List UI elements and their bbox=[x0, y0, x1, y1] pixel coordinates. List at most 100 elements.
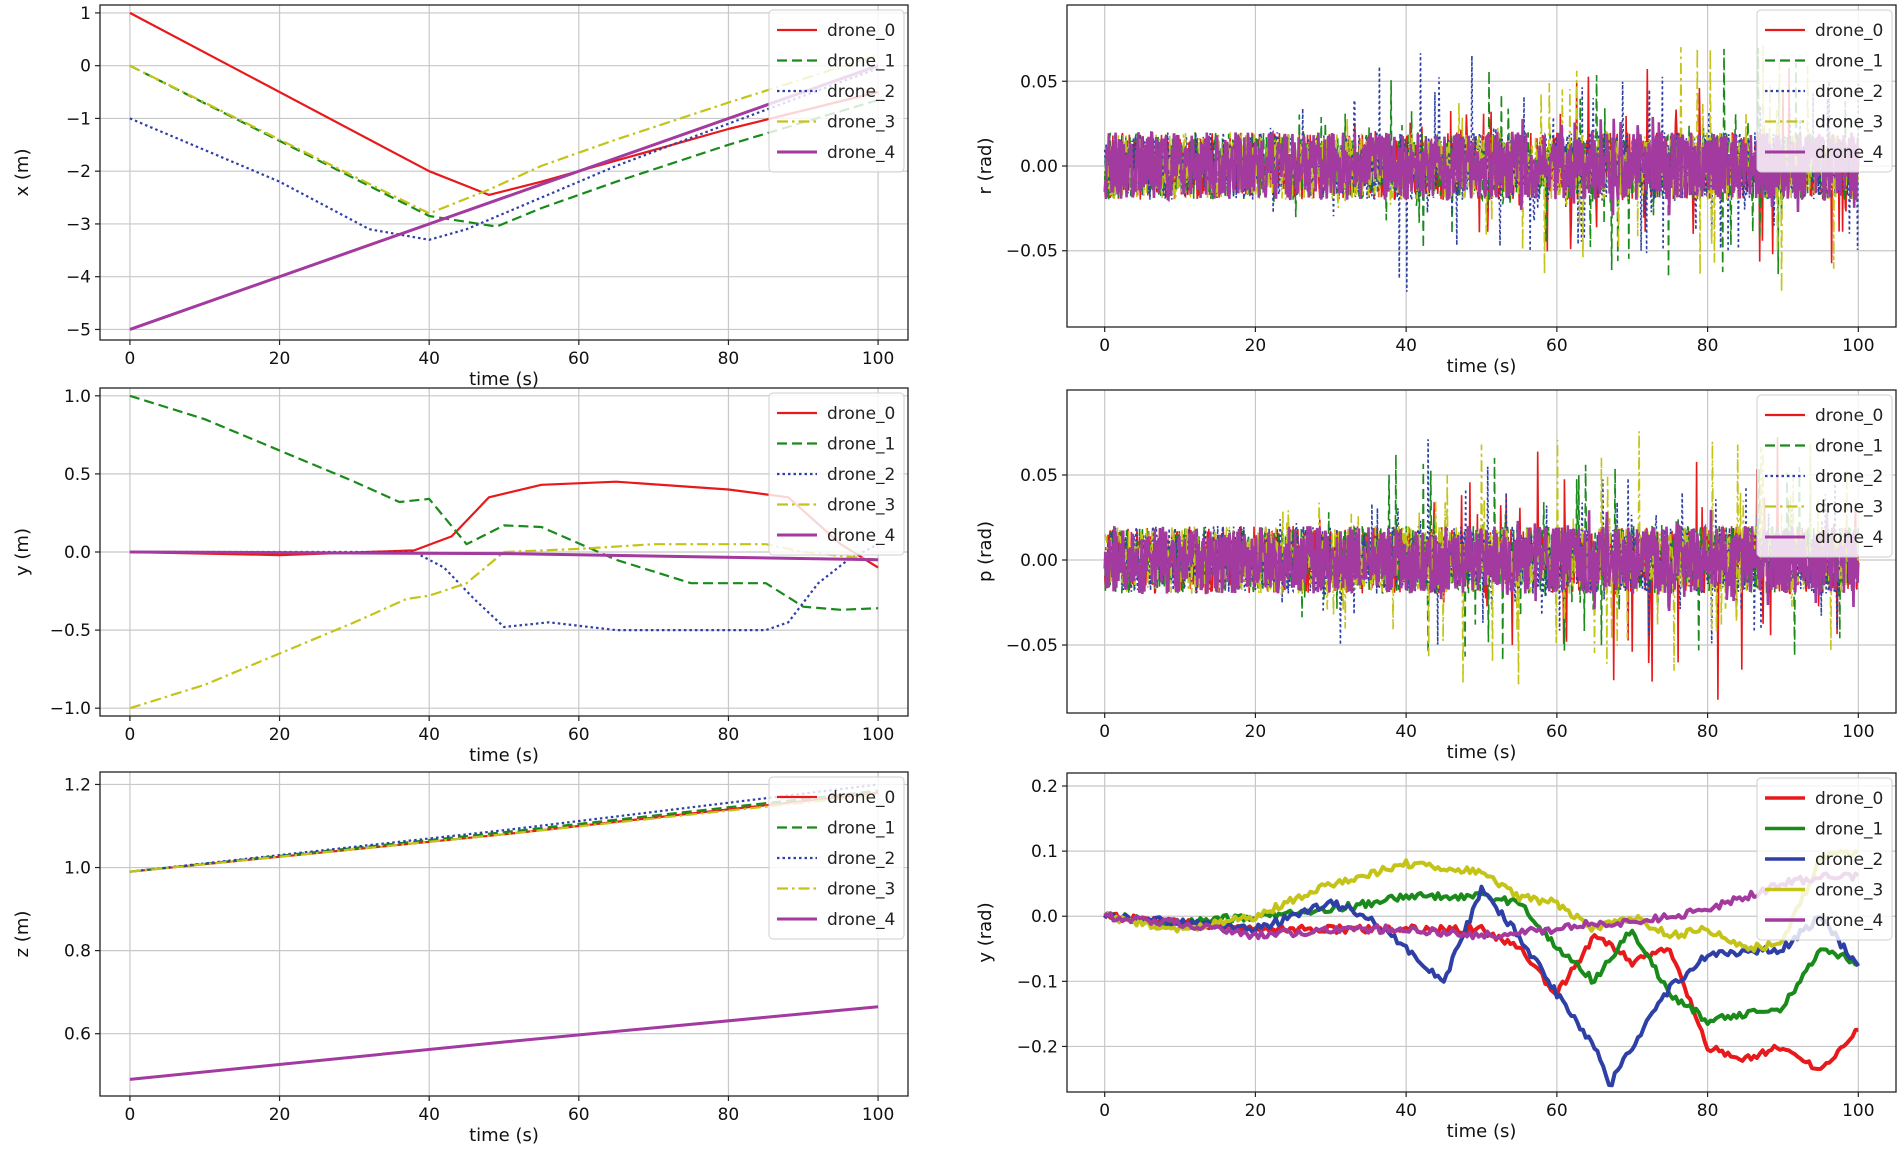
legend-label-drone_1: drone_1 bbox=[827, 435, 895, 455]
plot-area bbox=[1102, 848, 1860, 1088]
legend-label-drone_2: drone_2 bbox=[1815, 850, 1883, 870]
x-tick-label: 80 bbox=[718, 1105, 740, 1125]
legend-label-drone_1: drone_1 bbox=[827, 819, 895, 839]
series-line-drone_4 bbox=[1103, 116, 1860, 216]
series-line-drone_1 bbox=[129, 394, 879, 611]
y-tick-label: −0.2 bbox=[1017, 1037, 1058, 1057]
x-tick-label: 0 bbox=[1099, 336, 1110, 356]
y-tick-label: 0.8 bbox=[64, 942, 91, 962]
legend-label-drone_1: drone_1 bbox=[1815, 437, 1883, 457]
series-line-drone_4 bbox=[1103, 871, 1860, 941]
legend-label-drone_3: drone_3 bbox=[827, 880, 895, 900]
x-tick-label: 0 bbox=[1099, 1101, 1110, 1121]
axes-frame bbox=[99, 771, 909, 1097]
plot-area bbox=[129, 783, 879, 1081]
series-line-drone_1 bbox=[1103, 891, 1860, 1026]
legend-label-drone_3: drone_3 bbox=[827, 496, 895, 516]
legend: drone_0 drone_1 drone_2 drone_3 drone_4 bbox=[768, 776, 905, 940]
series-line-drone_2 bbox=[129, 783, 879, 873]
x-tick-label: 80 bbox=[1697, 722, 1719, 742]
y-tick-label: 0.00 bbox=[1020, 157, 1058, 177]
y-axis-label: y (m) bbox=[12, 528, 33, 576]
legend-label-drone_3: drone_3 bbox=[827, 113, 895, 133]
plot-area bbox=[129, 11, 879, 331]
y-tick-label: −0.5 bbox=[50, 621, 91, 641]
axes-frame bbox=[1066, 772, 1897, 1093]
x-tick-label: 20 bbox=[269, 1105, 291, 1125]
series-line-drone_3 bbox=[129, 543, 879, 710]
x-tick-label: 0 bbox=[1099, 722, 1110, 742]
legend-label-drone_1: drone_1 bbox=[1815, 52, 1883, 72]
series-line-drone_3 bbox=[129, 54, 879, 215]
x-tick-label: 20 bbox=[1245, 722, 1267, 742]
x-tick-label: 80 bbox=[718, 349, 740, 369]
x-tick-label: 60 bbox=[1546, 336, 1568, 356]
legend: drone_0 drone_1 drone_2 drone_3 drone_4 bbox=[1756, 394, 1893, 558]
x-tick-label: 100 bbox=[862, 349, 894, 369]
x-tick-label: 20 bbox=[1245, 1101, 1267, 1121]
x-tick-label: 0 bbox=[125, 349, 136, 369]
chart-panel-x: 0 20 40 60 80 100 −5 −4 −3 −2 −1 0 1 time (s) x (m) dro… bbox=[12, 4, 909, 390]
x-tick-label: 80 bbox=[1697, 1101, 1719, 1121]
x-tick-label: 40 bbox=[418, 1105, 440, 1125]
y-tick-label: −2 bbox=[66, 162, 91, 182]
y-tick-label: 0.05 bbox=[1020, 72, 1058, 92]
x-axis-label: time (s) bbox=[469, 745, 539, 766]
legend-label-drone_0: drone_0 bbox=[827, 788, 895, 808]
legend: drone_0 drone_1 drone_2 drone_3 drone_4 bbox=[1756, 9, 1893, 173]
legend-label-drone_3: drone_3 bbox=[1815, 881, 1883, 901]
y-tick-label: −4 bbox=[66, 268, 91, 288]
legend: drone_0 drone_1 drone_2 drone_3 drone_4 bbox=[1756, 777, 1893, 941]
legend-label-drone_0: drone_0 bbox=[827, 21, 895, 41]
y-tick-label: 1 bbox=[80, 4, 91, 24]
legend-box bbox=[768, 776, 905, 940]
y-tick-label: 0.05 bbox=[1020, 466, 1058, 486]
legend-box bbox=[768, 9, 905, 173]
legend-label-drone_0: drone_0 bbox=[1815, 21, 1883, 41]
chart-panel-y: 0 20 40 60 80 100 −1.0 −0.5 0.0 0.5 1.0 time (s) y (… bbox=[12, 387, 909, 766]
legend-label-drone_3: drone_3 bbox=[1815, 113, 1883, 133]
axes-frame bbox=[1066, 389, 1897, 714]
series-line-drone_4 bbox=[129, 64, 879, 331]
y-tick-label: −0.05 bbox=[1006, 242, 1058, 262]
y-tick-label: 1.0 bbox=[64, 859, 91, 879]
legend-label-drone_3: drone_3 bbox=[1815, 498, 1883, 518]
y-tick-label: 0.0 bbox=[1031, 907, 1058, 927]
legend-box bbox=[1756, 9, 1893, 173]
axes-frame bbox=[99, 4, 909, 341]
y-tick-label: −0.1 bbox=[1017, 972, 1058, 992]
x-tick-label: 0 bbox=[125, 1105, 136, 1125]
x-tick-label: 60 bbox=[568, 1105, 590, 1125]
series-line-drone_2 bbox=[1102, 884, 1860, 1088]
legend-label-drone_4: drone_4 bbox=[1815, 143, 1883, 163]
chart-panel-p: 0 20 40 60 80 100 −0.05 0.00 0.05 time (s) p (rad)… bbox=[975, 389, 1897, 763]
x-tick-label: 40 bbox=[1395, 722, 1417, 742]
x-tick-label: 100 bbox=[1842, 722, 1874, 742]
series-line-drone_2 bbox=[129, 67, 879, 241]
x-tick-label: 60 bbox=[1546, 1101, 1568, 1121]
y-tick-label: 1.0 bbox=[64, 387, 91, 407]
y-tick-label: 0.1 bbox=[1031, 842, 1058, 862]
y-axis-label: p (rad) bbox=[975, 521, 996, 582]
legend-label-drone_2: drone_2 bbox=[827, 82, 895, 102]
legend-label-drone_4: drone_4 bbox=[827, 526, 895, 546]
chart-panel-z: 0 20 40 60 80 100 0.6 0.8 1.0 1.2 time (s) z (m) dro… bbox=[12, 771, 909, 1146]
series-line-drone_3 bbox=[1103, 848, 1860, 953]
y-tick-label: 0.5 bbox=[64, 465, 91, 485]
y-tick-label: −0.05 bbox=[1006, 636, 1058, 656]
y-tick-label: 0.2 bbox=[1031, 777, 1058, 797]
legend-box bbox=[1756, 394, 1893, 558]
y-tick-label: 0.00 bbox=[1020, 551, 1058, 571]
x-tick-label: 20 bbox=[1245, 336, 1267, 356]
x-tick-label: 20 bbox=[269, 725, 291, 745]
axes-frame bbox=[99, 387, 909, 717]
x-tick-label: 40 bbox=[418, 725, 440, 745]
legend-label-drone_2: drone_2 bbox=[827, 465, 895, 485]
series-line-drone_1 bbox=[129, 789, 879, 873]
legend-label-drone_2: drone_2 bbox=[1815, 467, 1883, 487]
series-line-drone_1 bbox=[129, 64, 879, 228]
x-axis-label: time (s) bbox=[1447, 742, 1517, 763]
y-tick-label: −1.0 bbox=[50, 699, 91, 719]
x-axis-label: time (s) bbox=[469, 1125, 539, 1146]
